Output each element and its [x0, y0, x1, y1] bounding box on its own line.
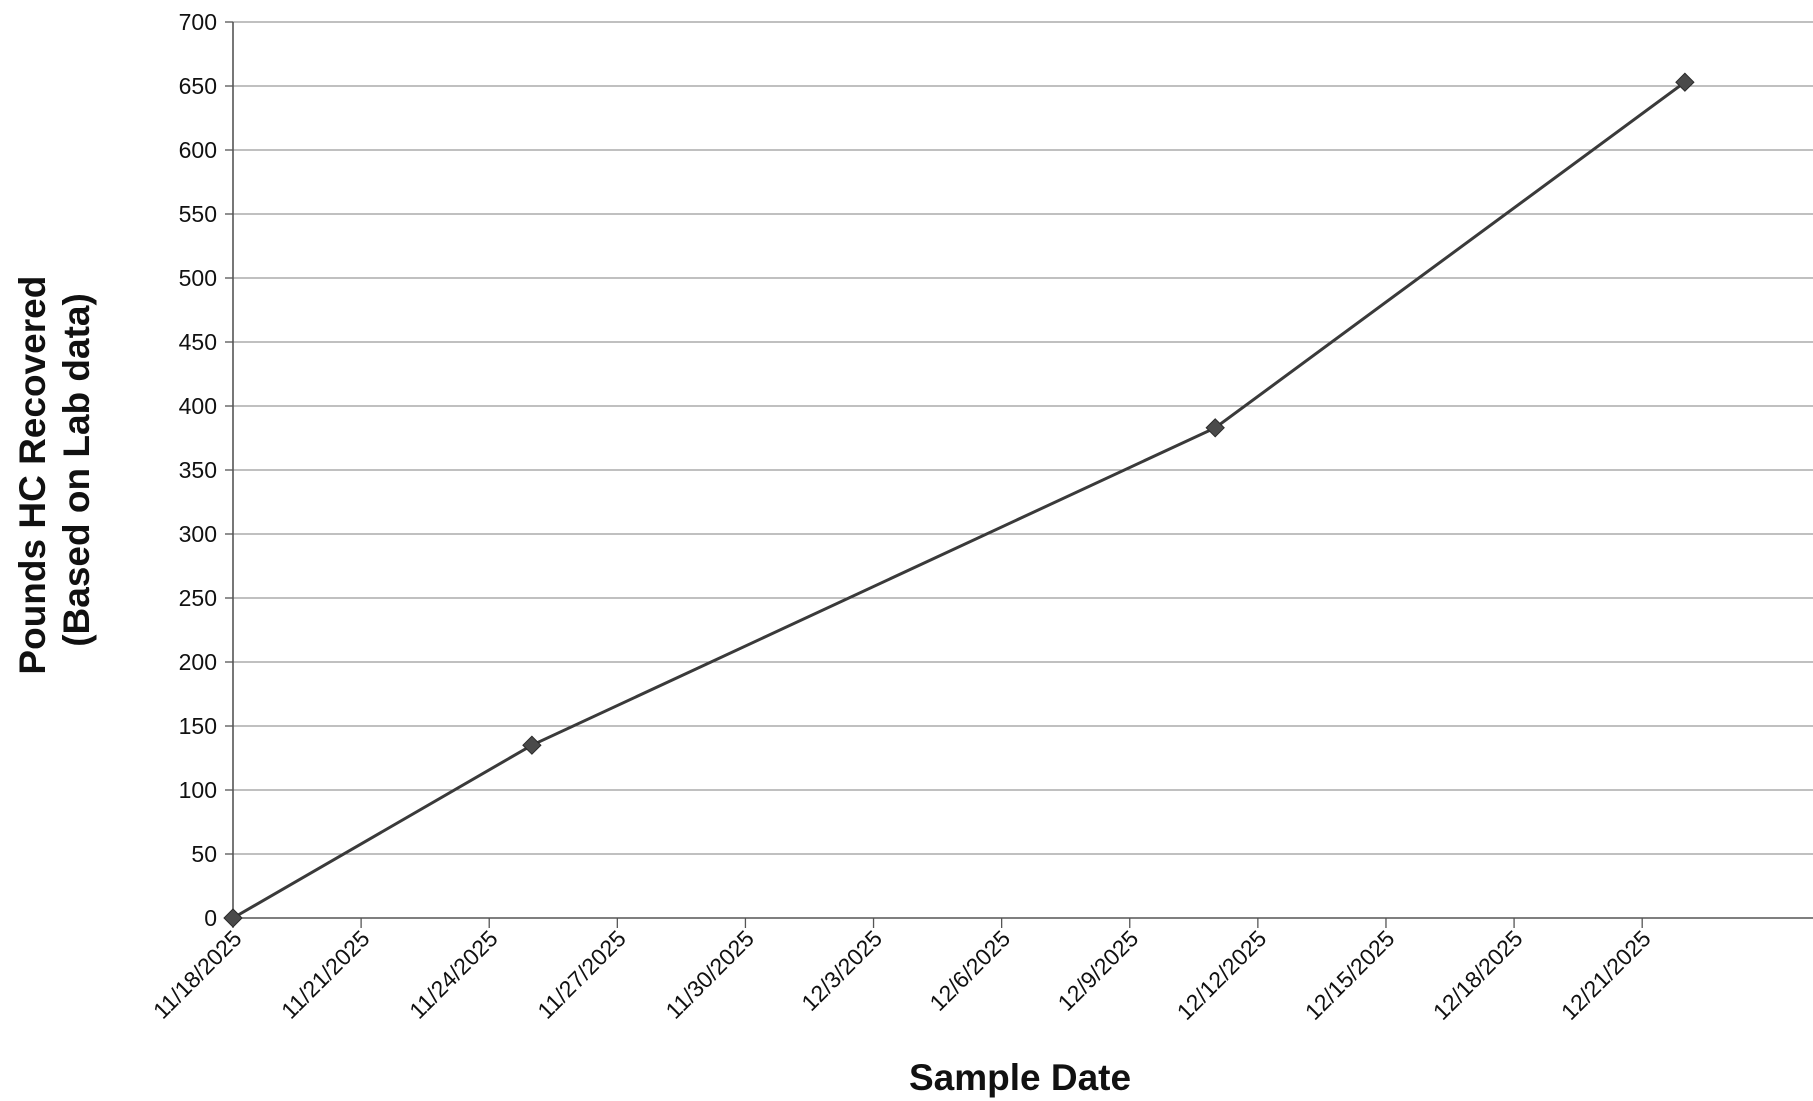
data-series: [223, 72, 1695, 928]
y-tick-label: 300: [179, 521, 217, 547]
y-tick-label: 600: [179, 137, 217, 163]
y-axis-title-line-2: (Based on Lab data): [56, 293, 97, 647]
axes: [225, 21, 1813, 928]
x-axis-title: Sample Date: [909, 1057, 1131, 1098]
y-tick-label: 50: [191, 841, 217, 867]
y-tick-labels: 0 50 100 150 200 250 300 350 400 450 500 550 600 650 7…: [179, 9, 217, 931]
y-tick-label: 550: [179, 201, 217, 227]
y-tick-label: 650: [179, 73, 217, 99]
y-axis-title: Pounds HC Recovered (Based on Lab data): [12, 265, 97, 674]
y-tick-label: 250: [179, 585, 217, 611]
y-tick-label: 700: [179, 9, 217, 35]
y-tick-label: 500: [179, 265, 217, 291]
gridlines: [233, 21, 1813, 855]
data-point-marker: [1675, 72, 1695, 92]
data-point-marker: [1205, 418, 1225, 438]
data-point-marker: [522, 735, 542, 755]
y-tick-label: 150: [179, 713, 217, 739]
y-tick-label: 100: [179, 777, 217, 803]
y-tick-label: 350: [179, 457, 217, 483]
data-point-marker: [223, 908, 243, 928]
y-axis-title-line-1: Pounds HC Recovered: [12, 276, 53, 675]
y-tick-label: 400: [179, 393, 217, 419]
series-line: [232, 80, 1686, 920]
y-tick-label: 450: [179, 329, 217, 355]
y-tick-label: 200: [179, 649, 217, 675]
y-tick-label: 0: [204, 905, 217, 931]
